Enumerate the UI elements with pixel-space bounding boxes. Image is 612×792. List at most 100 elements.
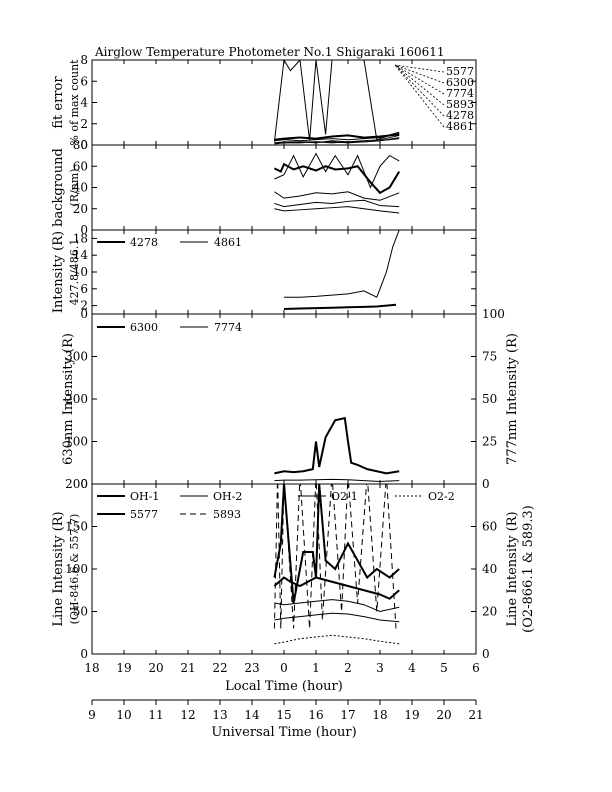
ut-tick-label: 18 [372, 708, 387, 722]
series-line [274, 199, 400, 208]
series-line-O2-2 [274, 634, 400, 645]
series-line-7774 [274, 134, 400, 144]
y-tick-label: 0 [80, 223, 88, 237]
y2-tick-label: 25 [482, 435, 497, 449]
y-label: background [51, 148, 66, 227]
y-tick-label: 100 [65, 562, 88, 576]
panel-fit-error: 0 2 4 6 8 fit error% of max count 557763007774… [51, 53, 477, 152]
series-group [283, 230, 400, 310]
series-group [273, 60, 400, 145]
local-tick-label: 21 [180, 661, 195, 675]
y-tick-label: 8 [80, 53, 88, 67]
panel-frame [91, 313, 477, 485]
y-tick-label: 100 [65, 435, 88, 449]
local-tick-label: 18 [84, 661, 99, 675]
legend-label: OH-2 [213, 490, 242, 503]
y2-label-sub: (O2-866.1 & 589.3) [521, 505, 536, 633]
series-line [274, 191, 400, 201]
y-tick-label: 200 [65, 392, 88, 406]
y-tick-label: 6 [80, 74, 88, 88]
ut-tick-label: 15 [276, 708, 291, 722]
legend-label: 4278 [130, 236, 158, 249]
local-tick-label: 19 [116, 661, 131, 675]
legend-leader [394, 64, 445, 95]
y2-label: 777nm Intensity (R) [505, 333, 520, 465]
series-line-4278 [274, 131, 400, 142]
y2-tick-label: 60 [482, 520, 497, 534]
panel-intensity-427-486: 02 6 10 14 18 Intensity (R) 427.8/486.1 4278 486… [51, 229, 477, 321]
legend-label: OH-1 [130, 490, 159, 503]
series-line-6300 [274, 416, 400, 475]
legend-leader [394, 64, 445, 106]
series-line [274, 152, 400, 189]
chart-title: Airglow Temperature Photometer No.1 Shig… [94, 45, 445, 59]
legend-leader [394, 64, 445, 117]
series-line-5893 [273, 484, 397, 629]
legend-label: 4278 [446, 109, 474, 122]
y-label: 630nm Intensity (R) [61, 333, 76, 465]
y-tick-label: 50 [73, 605, 88, 619]
y-tick-label: 0 [80, 647, 88, 661]
y-tick-label: 4 [80, 96, 88, 110]
local-tick-label: 1 [312, 661, 320, 675]
legend-label: 5893 [213, 508, 241, 521]
series-group [274, 416, 400, 482]
series-line-7774 [274, 478, 400, 482]
series-line-6300 [273, 60, 400, 142]
y-tick-label: 200 [65, 477, 88, 491]
series-line [274, 206, 400, 214]
y-tick-label: 0 [80, 307, 88, 321]
y-tick-label: 40 [73, 181, 88, 195]
y-label-sub: (R/nm) [68, 168, 81, 206]
local-tick-label: 4 [408, 661, 416, 675]
ut-tick-label: 12 [180, 708, 195, 722]
series-group [273, 484, 400, 645]
legend-leader [394, 64, 445, 84]
y2-tick-label: 75 [482, 350, 497, 364]
series-line-OH-1 [273, 576, 400, 600]
series-line-O2-1 [274, 612, 400, 623]
panel-background: 0 20 40 60 80 background (R/nm) [51, 138, 477, 237]
local-tick-label: 2 [344, 661, 352, 675]
ut-tick-label: 10 [116, 708, 131, 722]
local-tick-label: 6 [472, 661, 480, 675]
legend-label: 6300 [446, 76, 474, 89]
y-tick-label: 10 [73, 265, 88, 279]
y-label: Intensity (R) [51, 231, 66, 313]
legend: 6300 7774 [97, 321, 242, 334]
local-tick-label: 23 [244, 661, 259, 675]
panel-frame [91, 59, 477, 146]
y2-tick-label: 20 [482, 605, 497, 619]
local-tick-label: 20 [148, 661, 163, 675]
y2-tick-label: 40 [482, 562, 497, 576]
y-label-sub: % of max count [68, 59, 81, 146]
legend-label: 5577 [446, 65, 474, 78]
series-line [273, 162, 401, 195]
series-line-5577 [273, 484, 400, 604]
legend-label: O2-1 [331, 490, 358, 503]
y2-tick-label: 0 [482, 477, 490, 491]
series-line-4861 [274, 138, 400, 144]
y-tick-label: 150 [65, 520, 88, 534]
legend-label: O2-2 [428, 490, 455, 503]
legend-leader [394, 64, 445, 73]
legend-label: 6300 [130, 321, 158, 334]
y-tick-label: 0 [80, 138, 88, 152]
local-tick-label: 3 [376, 661, 384, 675]
legend: OH-1 OH-2 O2-1 O2-2 5577 5893 [97, 490, 455, 521]
y-label-sub: 427.8/486.1 [68, 239, 81, 306]
ut-tick-label: 16 [308, 708, 323, 722]
y2-tick-label: 50 [482, 392, 497, 406]
ut-tick-label: 13 [212, 708, 227, 722]
series-line-4861 [284, 230, 400, 298]
ut-tick-label: 11 [148, 708, 163, 722]
local-x-label: Local Time (hour) [225, 679, 343, 694]
legend-label: 7774 [214, 321, 242, 334]
local-tick-label: 22 [212, 661, 227, 675]
